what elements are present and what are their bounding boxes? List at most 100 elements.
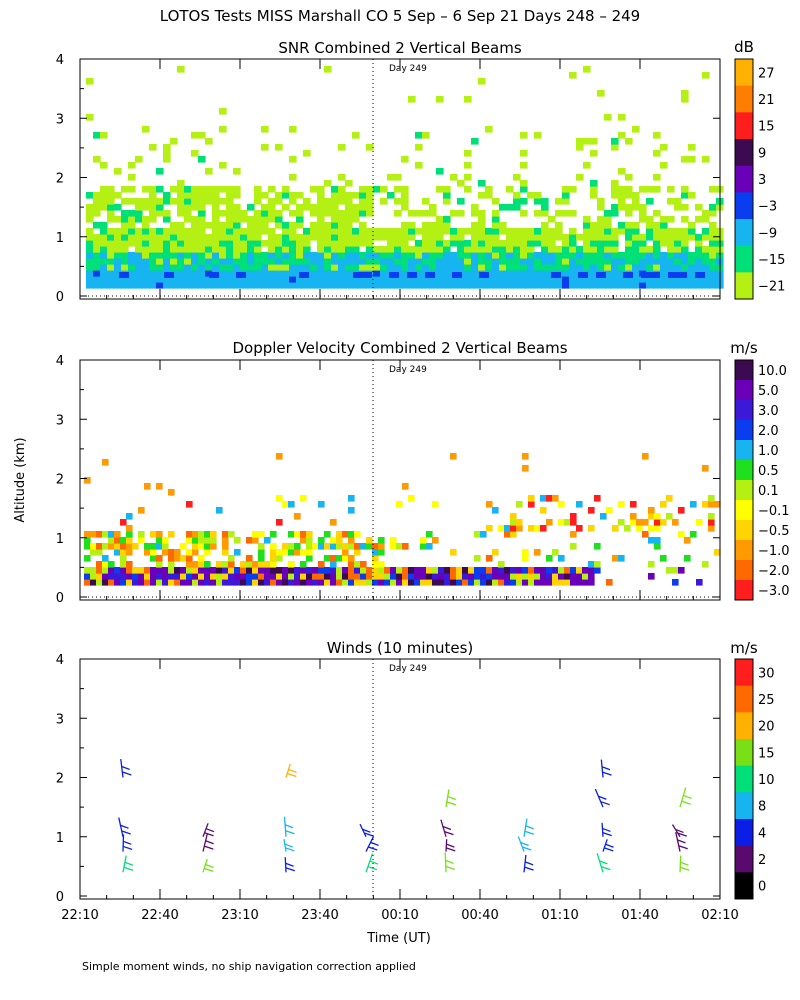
snr-cell <box>702 252 710 259</box>
doppler-cell <box>642 519 649 526</box>
doppler-cell <box>234 537 241 544</box>
doppler-cell <box>426 579 433 586</box>
doppler-cell <box>696 519 703 526</box>
snr-cell <box>226 282 234 289</box>
snr-cell <box>345 258 353 265</box>
snr-cell <box>142 258 150 265</box>
doppler-cell <box>378 561 385 568</box>
snr-cell <box>282 234 290 241</box>
doppler-cell <box>132 567 139 574</box>
snr-cell <box>562 192 570 199</box>
colorbar-frame <box>734 658 754 900</box>
y-tick-label: 2 <box>56 473 64 488</box>
snr-cell <box>471 264 479 271</box>
doppler-cell <box>168 489 175 496</box>
snr-cell <box>677 272 687 278</box>
snr-cell <box>366 246 374 253</box>
snr-cell <box>499 246 507 253</box>
doppler-cell <box>96 579 103 586</box>
colorbar-label: 10 <box>758 773 775 788</box>
doppler-cell <box>144 573 151 580</box>
doppler-cell <box>276 495 283 502</box>
y-tick-label: 3 <box>56 712 64 727</box>
snr-cell <box>520 186 528 193</box>
snr-cell <box>695 264 703 271</box>
snr-cell <box>709 276 717 283</box>
doppler-cell <box>372 549 379 556</box>
snr-colorbar-units: dB <box>734 38 754 56</box>
snr-cell <box>590 252 598 259</box>
snr-cell <box>415 264 423 271</box>
snr-cell <box>289 198 297 205</box>
wind-barb <box>118 817 124 837</box>
snr-cell <box>569 72 577 79</box>
snr-cell <box>205 264 213 271</box>
doppler-cell <box>120 543 127 550</box>
snr-cell <box>275 276 283 283</box>
doppler-cell <box>162 573 169 580</box>
snr-cell <box>135 258 143 265</box>
doppler-cell <box>450 573 457 580</box>
doppler-cell <box>168 561 175 568</box>
doppler-cell <box>648 525 655 532</box>
snr-cell <box>513 228 521 235</box>
y-axis-label: Altitude (km) <box>13 437 28 522</box>
doppler-cell <box>702 561 709 568</box>
doppler-cell <box>198 531 205 538</box>
snr-cell <box>268 186 276 193</box>
snr-cell <box>317 252 325 259</box>
x-tick-label: 22:40 <box>141 908 178 923</box>
doppler-cell <box>204 543 211 550</box>
snr-cell <box>660 240 668 247</box>
figure-title: LOTOS Tests MISS Marshall CO 5 Sep – 6 S… <box>160 7 640 25</box>
snr-cell <box>422 132 430 139</box>
snr-cell <box>107 204 115 211</box>
doppler-cell <box>558 501 565 508</box>
snr-cell <box>324 240 332 247</box>
snr-cell <box>695 234 703 241</box>
doppler-cell <box>264 537 271 544</box>
snr-cell <box>492 264 500 271</box>
doppler-cell <box>90 531 97 538</box>
snr-cell <box>156 228 164 235</box>
snr-cell <box>674 264 682 271</box>
doppler-cell <box>180 579 187 586</box>
snr-cell <box>100 258 108 265</box>
snr-cell <box>429 246 437 253</box>
doppler-cell <box>348 561 355 568</box>
snr-cell <box>436 240 444 247</box>
snr-cell <box>310 282 318 289</box>
snr-cell <box>429 228 437 235</box>
snr-cell <box>156 264 164 271</box>
doppler-cell <box>522 579 529 586</box>
snr-cell <box>464 270 472 277</box>
doppler-cell <box>114 537 121 544</box>
snr-cell <box>407 272 417 278</box>
snr-cell <box>660 264 668 271</box>
snr-cell <box>401 186 409 193</box>
snr-cell <box>471 252 479 259</box>
doppler-cell <box>96 543 103 550</box>
doppler-cell <box>318 573 325 580</box>
snr-cell <box>604 246 612 253</box>
snr-cell <box>100 186 108 193</box>
snr-cell <box>668 272 678 278</box>
doppler-cell <box>576 579 583 586</box>
doppler-cell <box>150 579 157 586</box>
doppler-cell <box>186 555 193 562</box>
snr-cell <box>464 186 472 193</box>
doppler-cell <box>360 567 367 574</box>
doppler-cell <box>684 555 691 562</box>
wind-barb-feather <box>368 846 378 851</box>
snr-cell <box>478 210 486 217</box>
snr-cell <box>275 144 283 151</box>
snr-cell <box>184 276 192 283</box>
doppler-cell <box>252 561 259 568</box>
doppler-cell <box>582 567 589 574</box>
snr-cell <box>191 270 199 277</box>
snr-cell <box>261 210 269 217</box>
snr-cell <box>569 264 577 271</box>
snr-cell <box>345 180 353 187</box>
doppler-cell <box>516 501 523 508</box>
snr-cell <box>289 174 297 181</box>
